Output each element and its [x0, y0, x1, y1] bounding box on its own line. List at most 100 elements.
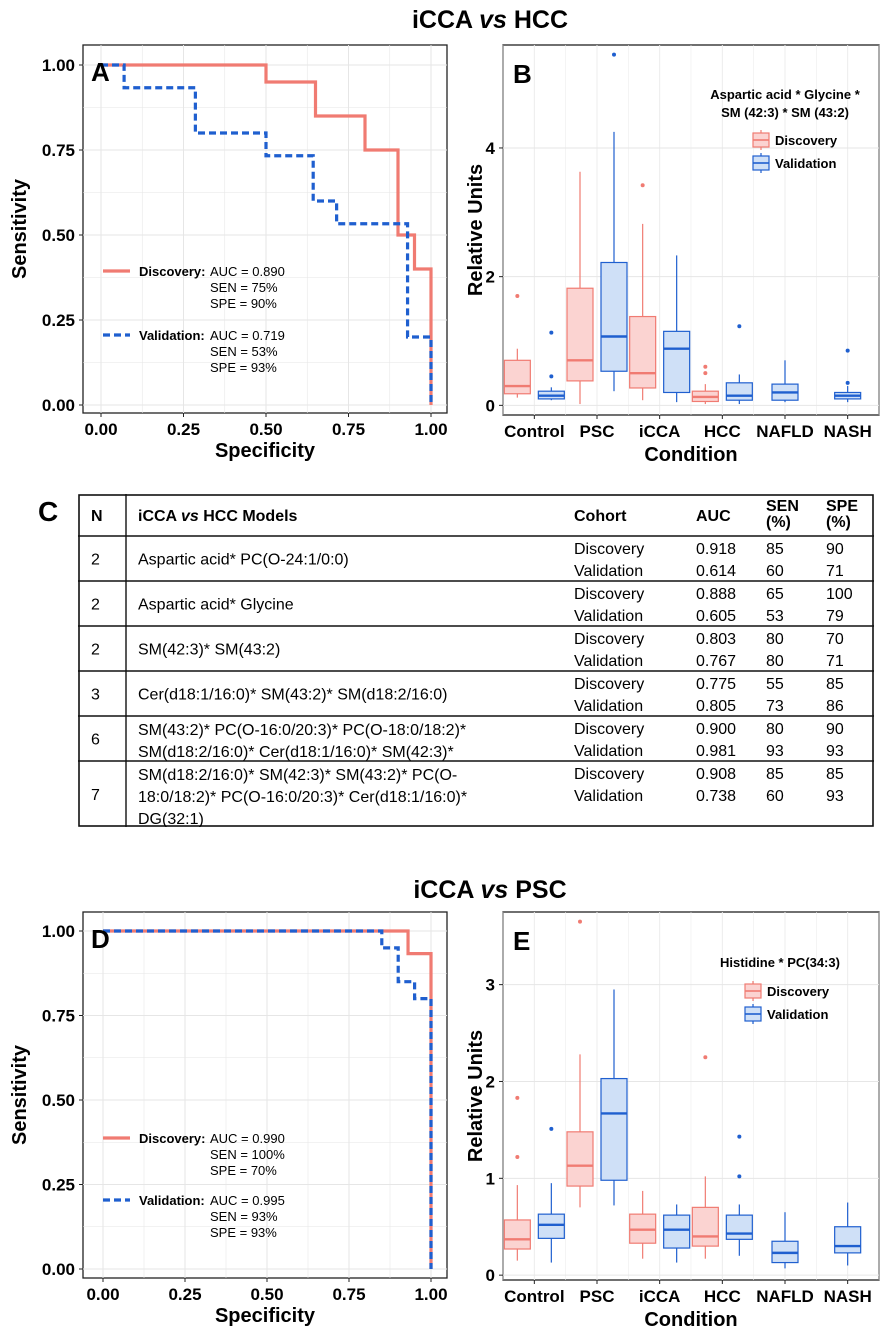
y-tick-label: 0 — [486, 396, 495, 415]
table-cell-sen: 55 — [766, 676, 784, 693]
table-border — [78, 494, 874, 827]
table-cell-n: 3 — [91, 687, 100, 704]
legend-stat: SEN = 100% — [210, 1147, 285, 1162]
x-tick-label: iCCA — [639, 422, 681, 441]
table-cell-sen: 85 — [766, 541, 784, 558]
x-tick-label: HCC — [704, 1287, 741, 1306]
x-tick-label: 1.00 — [414, 420, 447, 439]
table-cell-auc: 0.614 — [696, 563, 736, 580]
y-axis-title: Sensitivity — [9, 178, 31, 279]
y-axis-title: Relative Units — [465, 164, 487, 296]
discovery-box — [629, 315, 657, 389]
discovery-outlier — [703, 1055, 708, 1060]
x-tick-label: 0.00 — [84, 420, 117, 439]
table-cell-auc: 0.908 — [696, 766, 736, 783]
table-cell-cohort: Validation — [574, 788, 643, 805]
x-tick-label: Control — [504, 1287, 564, 1306]
table-cell-spe: 86 — [826, 698, 844, 715]
legend-stat: AUC = 0.990 — [210, 1131, 285, 1146]
validation-box — [600, 261, 628, 372]
table-cell-cohort: Validation — [574, 743, 643, 760]
y-tick-label: 0.75 — [42, 141, 75, 160]
table-cell-auc: 0.738 — [696, 788, 736, 805]
y-tick-label: 0.50 — [42, 1091, 75, 1110]
validation-outlier — [549, 374, 554, 379]
discovery-outlier — [703, 371, 708, 376]
table-cell-cohort: Discovery — [574, 586, 644, 603]
x-tick-label: 0.25 — [168, 1285, 201, 1304]
table-cell-sen: 73 — [766, 698, 784, 715]
table-cell-model: Cer(d18:1/16:0)* SM(43:2)* SM(d18:2/16:0… — [138, 687, 447, 704]
table-cell-spe: 85 — [826, 676, 844, 693]
discovery-box — [566, 1131, 594, 1187]
x-tick-label: NAFLD — [756, 422, 814, 441]
table-header-cohort: Cohort — [574, 508, 627, 525]
x-tick-label: 0.50 — [249, 420, 282, 439]
x-tick-label: PSC — [580, 422, 615, 441]
x-tick-label: HCC — [704, 422, 741, 441]
y-axis-title: Sensitivity — [9, 1044, 31, 1145]
table-cell-cohort: Validation — [574, 608, 643, 625]
section-title-top: iCCA vs HCC — [411, 6, 569, 34]
table-cell-sen: 53 — [766, 608, 784, 625]
table-row: 3 Cer(d18:1/16:0)* SM(43:2)* SM(d18:2/16:… — [91, 676, 844, 715]
table-cell-auc: 0.981 — [696, 743, 736, 760]
validation-outlier — [845, 348, 850, 353]
validation-box — [834, 1226, 862, 1254]
table-cell-sen: 85 — [766, 766, 784, 783]
table-cell-auc: 0.775 — [696, 676, 736, 693]
validation-outlier — [737, 324, 742, 329]
table-header-spe: (%) — [826, 514, 851, 531]
legend-label: Validation — [767, 1007, 828, 1022]
panel-label: E — [513, 926, 530, 956]
x-tick-label: 0.50 — [250, 1285, 283, 1304]
legend-stat: AUC = 0.995 — [210, 1193, 285, 1208]
table-cell-cohort: Validation — [574, 563, 643, 580]
legend-label: Discovery — [775, 133, 838, 148]
discovery-box — [503, 359, 531, 395]
panel-label: A — [91, 57, 110, 87]
table-cell-auc: 0.918 — [696, 541, 736, 558]
x-axis-title: Specificity — [215, 1305, 316, 1327]
section-title-bottom: iCCA vs PSC — [413, 876, 567, 904]
legend-stat: SPE = 70% — [210, 1163, 277, 1178]
y-tick-label: 0.00 — [42, 396, 75, 415]
x-axis-title: Condition — [644, 444, 737, 466]
validation-outlier — [549, 330, 554, 335]
legend-stat: SEN = 93% — [210, 1209, 278, 1224]
table-cell-cohort: Discovery — [574, 541, 644, 558]
table-cell-spe: 85 — [826, 766, 844, 783]
table-cell-sen: 65 — [766, 586, 784, 603]
legend-series-name: Validation: — [139, 328, 205, 343]
plot-panel — [82, 44, 448, 414]
x-tick-label: 0.75 — [332, 1285, 365, 1304]
legend-stat: AUC = 0.719 — [210, 328, 285, 343]
table-cell-n: 2 — [91, 552, 100, 569]
table-cell-spe: 100 — [826, 586, 853, 603]
validation-box — [663, 1214, 691, 1249]
table-header-sen: SEN — [766, 498, 799, 515]
table-cell-auc: 0.767 — [696, 653, 736, 670]
x-tick-label: NASH — [824, 1287, 872, 1306]
table-cell-auc: 0.803 — [696, 631, 736, 648]
legend-label: Discovery — [767, 984, 830, 999]
y-tick-label: 0 — [486, 1266, 495, 1285]
discovery-box — [691, 1206, 719, 1247]
table-panel-label: C — [38, 496, 59, 527]
y-tick-label: 3 — [486, 976, 495, 995]
y-tick-label: 4 — [486, 139, 496, 158]
x-tick-label: Control — [504, 422, 564, 441]
table-cell-model: SM(d18:2/16:0)* Cer(d18:1/16:0)* SM(42:3… — [138, 744, 454, 761]
discovery-outlier — [703, 364, 708, 369]
legend-title: Histidine * PC(34:3) — [720, 955, 840, 970]
table-cell-model: SM(42:3)* SM(43:2) — [138, 642, 280, 659]
table-cell-sen: 93 — [766, 743, 784, 760]
y-tick-label: 0.75 — [42, 1007, 75, 1026]
x-tick-label: 0.75 — [332, 420, 365, 439]
table-cell-auc: 0.805 — [696, 698, 736, 715]
legend-series-name: Discovery: — [139, 264, 205, 279]
table-cell-model: Aspartic acid* Glycine — [138, 597, 294, 614]
discovery-outlier — [640, 183, 645, 188]
legend-stat: SEN = 53% — [210, 344, 278, 359]
